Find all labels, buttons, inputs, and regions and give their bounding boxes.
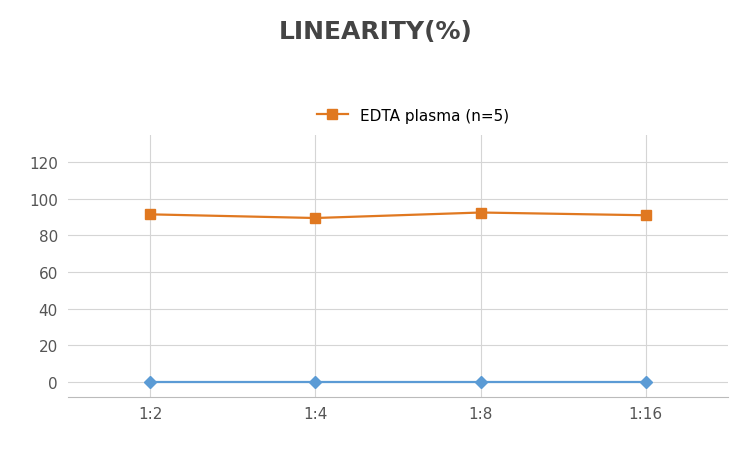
Text: LINEARITY(%): LINEARITY(%) xyxy=(279,19,472,44)
EDTA plasma (n=5) xyxy=(311,216,320,221)
EDTA plasma (n=5) xyxy=(476,210,485,216)
Legend: EDTA plasma (n=5): EDTA plasma (n=5) xyxy=(311,102,515,129)
EDTA plasma (n=5) xyxy=(641,213,650,218)
EDTA plasma (n=5) xyxy=(146,212,155,217)
Line: EDTA plasma (n=5): EDTA plasma (n=5) xyxy=(146,208,650,223)
